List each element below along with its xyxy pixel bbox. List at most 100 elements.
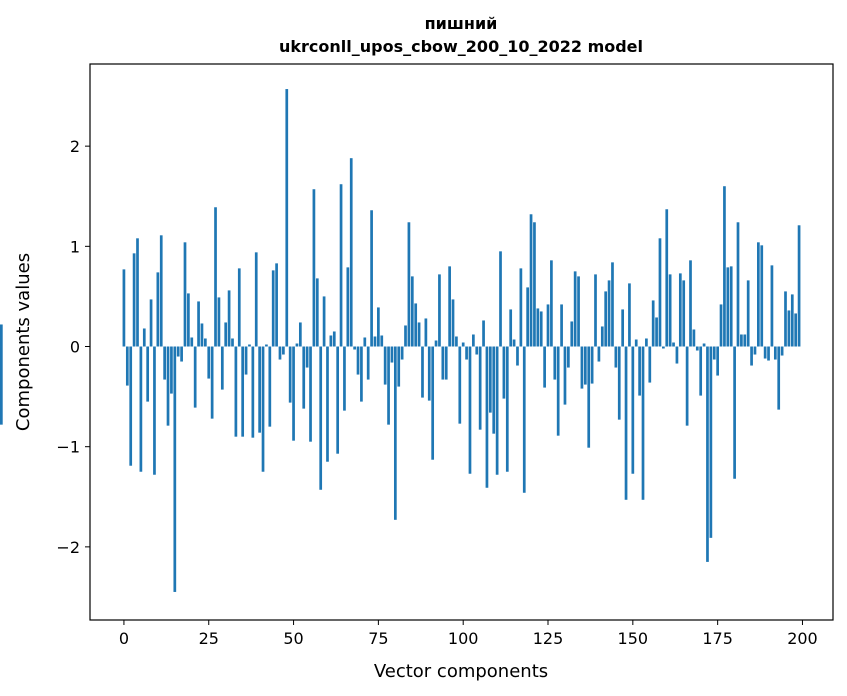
bar (353, 346, 356, 350)
chart-title-line1: пишний (425, 14, 498, 33)
x-tick-label: 0 (119, 629, 129, 648)
bar (604, 291, 608, 347)
bar (512, 339, 516, 347)
bar (597, 346, 601, 362)
bar (421, 346, 424, 398)
bar (214, 207, 217, 347)
bar (129, 346, 133, 466)
bar (617, 346, 621, 420)
bar (485, 346, 489, 488)
bar (499, 251, 502, 347)
bar (455, 336, 458, 347)
bar (444, 346, 448, 380)
x-tick-label: 200 (787, 629, 818, 648)
bar (706, 346, 709, 562)
bar (763, 346, 767, 359)
bar (553, 346, 557, 380)
bar (539, 311, 543, 347)
x-tick-label: 100 (448, 629, 479, 648)
bars-group (0, 89, 801, 592)
bar (417, 322, 421, 347)
bar (312, 189, 316, 347)
x-axis-ticks: 0 25 50 75 100 125 150 175 200 (119, 620, 818, 648)
bar (563, 346, 567, 405)
bar (461, 342, 465, 347)
bar (220, 346, 224, 390)
bar (326, 346, 329, 462)
bar (224, 322, 228, 347)
bar (268, 346, 272, 427)
bar (577, 276, 580, 347)
bar (468, 346, 472, 474)
bar (187, 293, 190, 347)
bar (502, 346, 506, 399)
x-tick-label: 50 (283, 629, 303, 648)
bar (685, 346, 689, 426)
bar (248, 344, 251, 347)
x-axis-label: Vector components (374, 661, 548, 682)
bar (682, 280, 686, 347)
bar (244, 346, 248, 375)
y-tick-label: 0 (70, 338, 80, 357)
bar (231, 338, 234, 347)
bar (146, 346, 150, 402)
bar (641, 346, 645, 500)
bar (628, 283, 631, 347)
bar (302, 346, 306, 409)
bar (383, 346, 387, 385)
bar (360, 346, 363, 402)
bar (719, 304, 723, 347)
bar (363, 337, 367, 347)
bar (393, 346, 397, 520)
bar (397, 346, 401, 387)
bar (743, 334, 747, 347)
bar (251, 346, 255, 438)
bar (651, 300, 655, 347)
bar (550, 260, 553, 347)
bar (142, 328, 146, 347)
bar (346, 267, 350, 347)
bar (726, 267, 730, 347)
bar (390, 346, 394, 363)
bar (672, 342, 675, 347)
bar (733, 346, 736, 479)
y-tick-label: 2 (70, 137, 80, 156)
bar (580, 346, 584, 389)
bar (404, 325, 407, 347)
bar (712, 346, 716, 360)
bar (190, 337, 194, 347)
bar (621, 309, 625, 347)
bar (472, 334, 475, 347)
bar (210, 346, 214, 419)
bar (237, 268, 241, 347)
bar (271, 270, 275, 347)
x-tick-label: 25 (199, 629, 219, 648)
bar (451, 299, 455, 347)
bar (285, 89, 289, 347)
plot-area-frame (89, 63, 834, 621)
bar (522, 346, 526, 493)
bar (611, 262, 614, 347)
bar (692, 329, 696, 347)
bar (505, 346, 509, 472)
bar (760, 245, 764, 347)
bar (400, 346, 404, 360)
bar (723, 186, 726, 347)
bar (488, 346, 492, 413)
bar (689, 260, 692, 347)
bar (339, 184, 343, 347)
bar (757, 242, 760, 347)
bar (275, 263, 278, 347)
bar (607, 280, 611, 347)
bar (746, 280, 750, 347)
bar (125, 346, 129, 386)
bar (777, 346, 781, 410)
x-tick-label: 175 (702, 629, 733, 648)
bar (156, 272, 160, 347)
bar (516, 346, 519, 366)
bar (740, 334, 743, 347)
bar (750, 346, 753, 366)
bar (546, 304, 550, 347)
